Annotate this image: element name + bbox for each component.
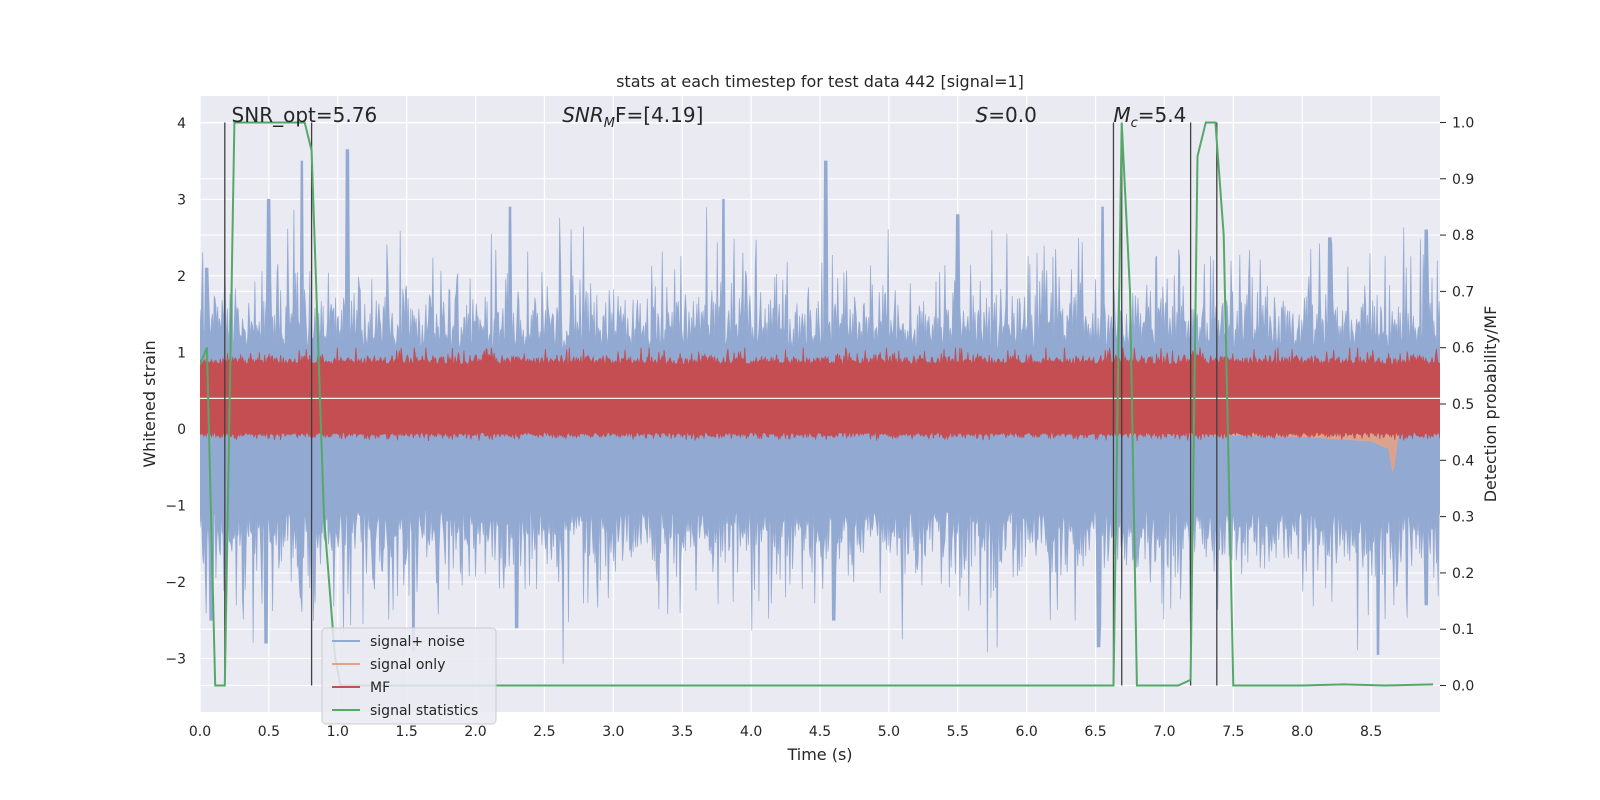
x-tick-label: 6.0 bbox=[1016, 724, 1038, 740]
x-tick-label: 0.5 bbox=[258, 724, 280, 740]
x-axis-label: Time (s) bbox=[786, 745, 852, 764]
y-tick-label-left: 3 bbox=[177, 192, 186, 208]
y-tick-label-left: 4 bbox=[177, 116, 186, 132]
annotation-mc-value: Mc=5.4 bbox=[1113, 103, 1186, 131]
legend-label: signal+ noise bbox=[370, 634, 465, 650]
y-tick-label-right: 0.1 bbox=[1452, 622, 1474, 638]
x-tick-label: 0.0 bbox=[189, 724, 211, 740]
x-tick-label: 7.0 bbox=[1153, 724, 1175, 740]
x-tick-label: 2.5 bbox=[533, 724, 555, 740]
x-tick-label: 2.0 bbox=[464, 724, 486, 740]
legend-label: signal only bbox=[370, 657, 445, 673]
y-tick-label-right: 0.7 bbox=[1452, 284, 1474, 300]
legend-label: MF bbox=[370, 680, 390, 696]
y-axis-left-label: Whitened strain bbox=[140, 340, 159, 467]
legend-label: signal statistics bbox=[370, 703, 478, 719]
legend: signal+ noise signal only MF signal statist… bbox=[321, 627, 497, 725]
x-tick-label: 4.5 bbox=[809, 724, 831, 740]
series-signal-statistics bbox=[200, 121, 1434, 687]
y-tick-label-right: 0.3 bbox=[1452, 510, 1474, 526]
annotation-s-value: S=0.0 bbox=[976, 103, 1037, 127]
x-axis-ticks: 0.0 0.5 1.0 1.5 2.0 2.5 3.0 3.5 4.0 4.5 5.0 5.5 6.0 6… bbox=[189, 724, 1382, 740]
chart-title: stats at each timestep for test data 442… bbox=[616, 72, 1024, 91]
y-tick-label-right: 0.0 bbox=[1452, 679, 1474, 695]
y-tick-label-left: −2 bbox=[165, 575, 186, 591]
x-tick-label: 7.5 bbox=[1222, 724, 1244, 740]
y-tick-label-left: −3 bbox=[165, 651, 186, 667]
y-tick-label-right: 0.2 bbox=[1452, 566, 1474, 582]
y-axis-right-label: Detection probability/MF bbox=[1481, 306, 1500, 503]
y-axis-right-ticks: 0.0 0.1 0.2 0.3 0.4 0.5 0.6 0.7 0.8 0.9 1.0 bbox=[1440, 115, 1474, 695]
x-tick-label: 8.0 bbox=[1291, 724, 1313, 740]
series-mf bbox=[200, 347, 1440, 442]
vertical-markers bbox=[224, 122, 1218, 686]
signal-statistics-line bbox=[200, 121, 1434, 687]
x-tick-label: 5.5 bbox=[947, 724, 969, 740]
y-tick-label-left: 0 bbox=[177, 422, 186, 438]
y-tick-label-right: 0.6 bbox=[1452, 341, 1474, 357]
x-tick-label: 5.0 bbox=[878, 724, 900, 740]
mf-band bbox=[200, 347, 1440, 442]
x-tick-label: 3.0 bbox=[602, 724, 624, 740]
annotation-snr-opt: SNR_opt=5.76 bbox=[232, 103, 378, 127]
y-tick-label-left: −1 bbox=[165, 498, 186, 514]
y-tick-label-right: 0.9 bbox=[1452, 172, 1474, 188]
y-tick-label-left: 2 bbox=[177, 269, 186, 285]
plot-area bbox=[200, 121, 1440, 687]
x-tick-label: 4.0 bbox=[740, 724, 762, 740]
y-tick-label-right: 0.5 bbox=[1452, 397, 1474, 413]
y-axis-left-ticks: −3 −2 −1 0 1 2 3 4 bbox=[165, 116, 186, 668]
x-tick-label: 1.5 bbox=[396, 724, 418, 740]
y-tick-label-left: 1 bbox=[177, 345, 186, 361]
annotations: SNR_opt=5.76 SNRMF=[4.19] S=0.0 Mc=5.4 bbox=[232, 103, 1187, 131]
annotation-snr-mf: SNRMF=[4.19] bbox=[562, 103, 703, 131]
y-tick-label-right: 0.4 bbox=[1452, 453, 1474, 469]
x-tick-label: 1.0 bbox=[327, 724, 349, 740]
legend-box bbox=[321, 627, 497, 725]
x-tick-label: 8.5 bbox=[1360, 724, 1382, 740]
y-tick-label-right: 1.0 bbox=[1452, 115, 1474, 131]
x-tick-label: 3.5 bbox=[671, 724, 693, 740]
x-tick-label: 6.5 bbox=[1084, 724, 1106, 740]
y-tick-label-right: 0.8 bbox=[1452, 228, 1474, 244]
